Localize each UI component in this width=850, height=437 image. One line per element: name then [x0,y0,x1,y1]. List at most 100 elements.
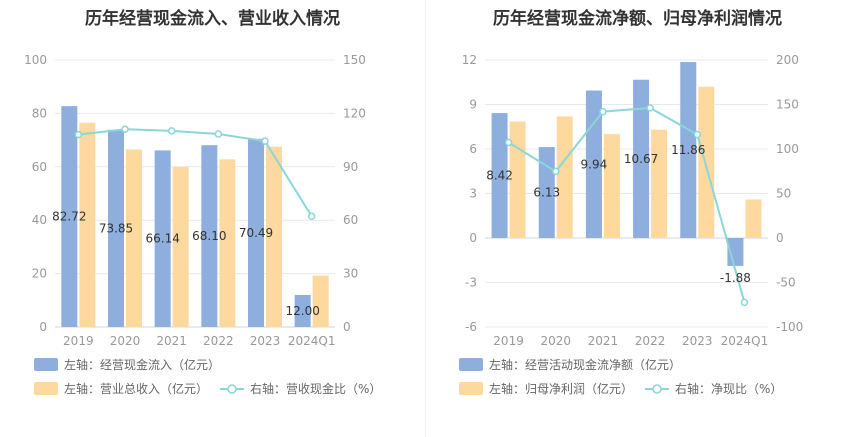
chart-title: 历年经营现金流入、营业收入情况 [85,9,340,29]
left-axis-tick-label: 12 [462,53,477,67]
x-axis-tick-label: 2020 [110,334,141,348]
right-axis-tick-label: -50 [776,276,796,290]
netcash-profit-chart: -6 -3 0 3 6 9 12 -100 -50 0 50 100 150 200 2019 2020 202… [459,53,803,396]
left-axis-tick-label: 20 [32,267,47,281]
bar [680,62,697,239]
left-axis-tick-label: 60 [32,160,47,174]
legend-label: 左轴：经营活动现金流净额（亿元） [489,357,681,372]
left-axis-tick-label: 40 [32,213,47,227]
bar [491,113,508,238]
line-point [121,125,129,133]
bar [219,159,236,327]
left-axis-tick-label: 100 [24,53,47,67]
left-axis-tick-label: 0 [469,231,477,245]
line-point [740,298,749,307]
line-point [504,138,513,147]
legend-label: 左轴：归母净利润（亿元） [489,381,633,396]
line-point [307,212,316,221]
right-axis-tick-label: 150 [776,98,799,112]
bar [556,116,573,238]
right-axis-tick-label: 100 [776,142,799,156]
bar-data-label: 8.42 [486,169,513,183]
line-point [167,127,176,135]
legend-swatch [652,384,662,394]
x-axis-tick-label: 2021 [156,334,187,348]
bar-data-label: 68.10 [192,229,226,243]
left-axis-tick-label: 3 [469,187,477,201]
cashflow-revenue-chart: 0 20 40 60 80 100 0 30 60 90 120 150 2019 2020 2021 202… [24,53,381,396]
bar-data-label: 12.00 [285,304,319,318]
bar-data-label: 6.13 [533,186,560,200]
x-axis-tick-label: 2019 [493,334,524,348]
legend-label: 左轴：营业总收入（亿元） [64,381,208,396]
bar [172,166,189,327]
right-axis-tick-label: -100 [776,320,803,334]
cashflow-revenue-chart-panel: 历年经营现金流入、营业收入情况 0 20 40 60 80 100 0 30 60 90 120 15… [24,9,381,396]
x-axis-tick-label: 2022 [635,334,666,348]
right-axis-tick-label: 120 [343,106,366,120]
x-axis-tick-label: 2023 [250,334,281,348]
bar-data-label: 70.49 [239,226,273,240]
line-point [214,130,223,138]
x-axis-tick-label: 2023 [682,334,713,348]
bar [248,138,264,327]
series-line [78,128,313,217]
x-axis-tick-label: 2024Q1 [288,334,336,348]
line-point [693,130,701,139]
left-axis-tick-label: 0 [39,320,47,334]
bar-data-label: -1.88 [720,271,751,285]
bar [651,129,668,238]
legend-swatch [459,382,483,395]
bar [266,146,282,327]
bar [154,150,171,327]
bar-data-label: 82.72 [52,210,86,224]
bar-data-label: 10.67 [624,152,658,166]
legend-label: 右轴：净现比（%） [675,381,782,396]
right-axis-tick-label: 200 [776,53,799,67]
line-point [599,107,607,116]
x-axis-tick-label: 2021 [588,334,619,348]
bar-data-label: 11.86 [671,143,705,157]
bar [61,106,78,327]
line-point [74,130,83,139]
right-axis-tick-label: 150 [343,53,366,67]
right-axis-tick-label: 0 [776,231,784,245]
netcash-profit-chart-panel: 历年经营现金流净额、归母净利润情况 -6 -3 0 3 6 9 12 -100 -50 0 50 10… [425,0,850,437]
right-axis-tick-label: 50 [776,187,791,201]
left-axis-tick-label: -3 [465,276,477,290]
legend-label: 右轴：营收现金比（%） [250,381,381,396]
left-axis-tick-label: -6 [465,320,477,334]
legend-swatch [227,384,237,394]
right-axis-tick-label: 0 [343,320,351,334]
bar [201,145,218,327]
bar [294,294,311,327]
right-axis-tick-label: 90 [343,160,358,174]
left-axis-tick-label: 80 [32,106,47,120]
chart-title: 历年经营现金流净额、归母净利润情况 [493,9,782,29]
right-axis-tick-label: 60 [343,213,358,227]
legend-swatch [34,382,58,395]
bar [126,149,142,327]
left-axis-tick-label: 9 [469,98,477,112]
legend-swatch [34,358,58,371]
bar [633,79,650,238]
bar [745,199,762,238]
bar-data-label: 9.94 [581,157,608,171]
bar [603,134,620,238]
x-axis-tick-label: 2024Q1 [721,334,769,348]
line-point [646,104,654,112]
legend-label: 左轴：经营现金流入（亿元） [64,357,220,372]
x-axis-tick-label: 2019 [63,334,94,348]
bar [538,147,555,238]
bar [79,122,96,328]
bar [108,129,124,327]
bar-data-label: 73.85 [99,221,133,235]
right-axis-tick-label: 30 [343,267,358,281]
line-point [261,137,269,145]
bar-data-label: 66.14 [145,232,179,246]
left-axis-tick-label: 6 [469,142,477,156]
series-line [508,106,746,303]
legend-swatch [459,358,483,371]
line-point [552,167,560,176]
bar [698,86,715,238]
